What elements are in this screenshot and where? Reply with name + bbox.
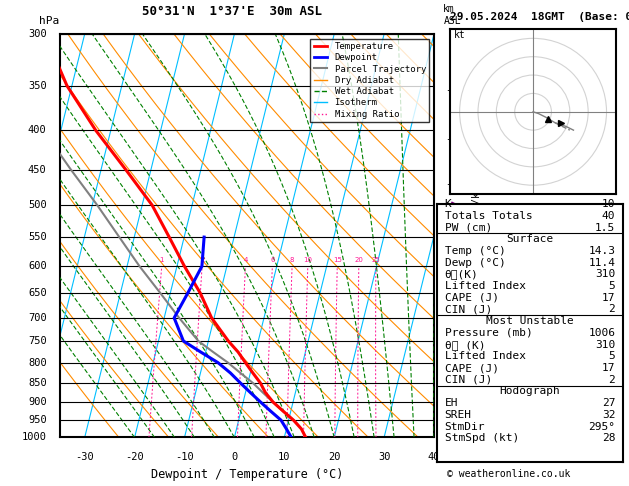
Text: CIN (J): CIN (J) [445, 375, 492, 385]
Text: EH: EH [445, 398, 458, 408]
Text: 650: 650 [28, 288, 47, 298]
Text: -30: -30 [75, 451, 94, 462]
Text: km
ASL: km ASL [443, 4, 461, 26]
Text: 310: 310 [595, 340, 615, 349]
Text: 15: 15 [333, 258, 342, 263]
Text: Mixing Ratio (g/kg): Mixing Ratio (g/kg) [472, 180, 482, 292]
Text: 17: 17 [602, 293, 615, 303]
Text: 800: 800 [28, 358, 47, 367]
Text: kt: kt [454, 30, 466, 40]
Text: 310: 310 [595, 269, 615, 279]
Text: 11.4: 11.4 [588, 258, 615, 268]
Text: Most Unstable: Most Unstable [486, 316, 574, 326]
Text: hPa: hPa [39, 16, 59, 26]
Text: 450: 450 [28, 165, 47, 175]
Text: 27: 27 [602, 398, 615, 408]
Text: 10: 10 [303, 258, 313, 263]
Text: 850: 850 [28, 378, 47, 388]
Text: K: K [445, 199, 452, 209]
Text: 5: 5 [608, 351, 615, 361]
Text: 6: 6 [270, 258, 275, 263]
Text: 300: 300 [28, 29, 47, 39]
Text: 30: 30 [378, 451, 391, 462]
Text: 28: 28 [602, 434, 615, 443]
Text: Hodograph: Hodograph [499, 386, 560, 397]
Text: θᴇ (K): θᴇ (K) [445, 340, 485, 349]
Text: 10: 10 [278, 451, 291, 462]
Text: -6: -6 [445, 179, 458, 190]
Text: StmSpd (kt): StmSpd (kt) [445, 434, 519, 443]
Text: 2: 2 [608, 305, 615, 314]
Text: 10: 10 [602, 199, 615, 209]
Text: 1: 1 [160, 258, 164, 263]
Text: -3: -3 [445, 313, 458, 323]
Text: 2: 2 [608, 375, 615, 385]
Text: -4: -4 [445, 261, 458, 271]
Text: 32: 32 [602, 410, 615, 420]
Text: 950: 950 [28, 415, 47, 425]
Text: 40: 40 [602, 211, 615, 221]
Text: SREH: SREH [445, 410, 472, 420]
Text: 900: 900 [28, 397, 47, 407]
Text: 350: 350 [28, 81, 47, 91]
Text: -8: -8 [445, 86, 458, 95]
Text: 1006: 1006 [588, 328, 615, 338]
Text: 20: 20 [328, 451, 340, 462]
Text: 29.05.2024  18GMT  (Base: 06): 29.05.2024 18GMT (Base: 06) [450, 12, 629, 22]
Text: CAPE (J): CAPE (J) [445, 293, 499, 303]
Text: 25: 25 [372, 258, 381, 263]
Text: 20: 20 [354, 258, 364, 263]
Text: Lifted Index: Lifted Index [445, 281, 526, 291]
Text: 1.5: 1.5 [595, 223, 615, 232]
Text: Dewp (°C): Dewp (°C) [445, 258, 505, 268]
Text: 2: 2 [200, 258, 204, 263]
Text: 550: 550 [28, 232, 47, 242]
Text: 17: 17 [602, 363, 615, 373]
Text: 50°31'N  1°37'E  30m ASL: 50°31'N 1°37'E 30m ASL [142, 5, 322, 18]
Text: -2: -2 [445, 358, 458, 367]
Text: 400: 400 [28, 125, 47, 136]
Text: 14.3: 14.3 [588, 246, 615, 256]
Text: © weatheronline.co.uk: © weatheronline.co.uk [447, 469, 570, 479]
Text: CIN (J): CIN (J) [445, 305, 492, 314]
Text: 700: 700 [28, 313, 47, 323]
Text: Pressure (mb): Pressure (mb) [445, 328, 532, 338]
Text: 1000: 1000 [21, 433, 47, 442]
Text: StmDir: StmDir [445, 421, 485, 432]
Text: Lifted Index: Lifted Index [445, 351, 526, 361]
Text: -LCL: -LCL [445, 421, 469, 432]
Text: 40: 40 [428, 451, 440, 462]
Text: Surface: Surface [506, 234, 554, 244]
Text: 4: 4 [243, 258, 248, 263]
Text: CAPE (J): CAPE (J) [445, 363, 499, 373]
Text: PW (cm): PW (cm) [445, 223, 492, 232]
Text: -7: -7 [445, 134, 458, 144]
Text: 5: 5 [608, 281, 615, 291]
Text: -5: -5 [445, 226, 458, 236]
Text: -10: -10 [175, 451, 194, 462]
Text: 0: 0 [231, 451, 238, 462]
Text: 295°: 295° [588, 421, 615, 432]
Text: 600: 600 [28, 261, 47, 271]
Text: Totals Totals: Totals Totals [445, 211, 532, 221]
Text: -20: -20 [125, 451, 144, 462]
Text: -1: -1 [445, 397, 458, 407]
Legend: Temperature, Dewpoint, Parcel Trajectory, Dry Adiabat, Wet Adiabat, Isotherm, Mi: Temperature, Dewpoint, Parcel Trajectory… [310, 38, 430, 122]
Text: 500: 500 [28, 200, 47, 210]
Text: 8: 8 [290, 258, 294, 263]
Text: 750: 750 [28, 336, 47, 346]
Text: Temp (°C): Temp (°C) [445, 246, 505, 256]
Text: θᴇ(K): θᴇ(K) [445, 269, 478, 279]
Text: Dewpoint / Temperature (°C): Dewpoint / Temperature (°C) [151, 468, 343, 481]
